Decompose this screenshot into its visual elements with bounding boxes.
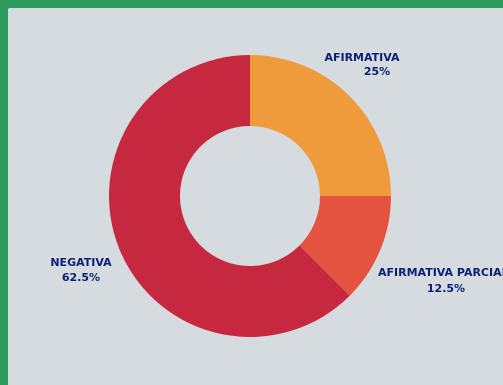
label-negativa-name: NEGATIVA xyxy=(50,256,112,269)
label-afirmativa-value: 25% xyxy=(364,65,390,78)
slice-afirmativa xyxy=(250,55,391,196)
slice-afirmativa-parcial xyxy=(299,196,392,296)
label-negativa-value: 62.5% xyxy=(62,271,100,284)
donut-slices xyxy=(109,55,392,338)
slice-negativa xyxy=(109,55,350,338)
label-afirmativa-parcial-value: 12.5% xyxy=(427,282,465,295)
label-afirmativa-name: AFIRMATIVA xyxy=(324,51,400,64)
label-afirmativa-parcial-name: AFIRMATIVA PARCIAL xyxy=(378,266,503,279)
